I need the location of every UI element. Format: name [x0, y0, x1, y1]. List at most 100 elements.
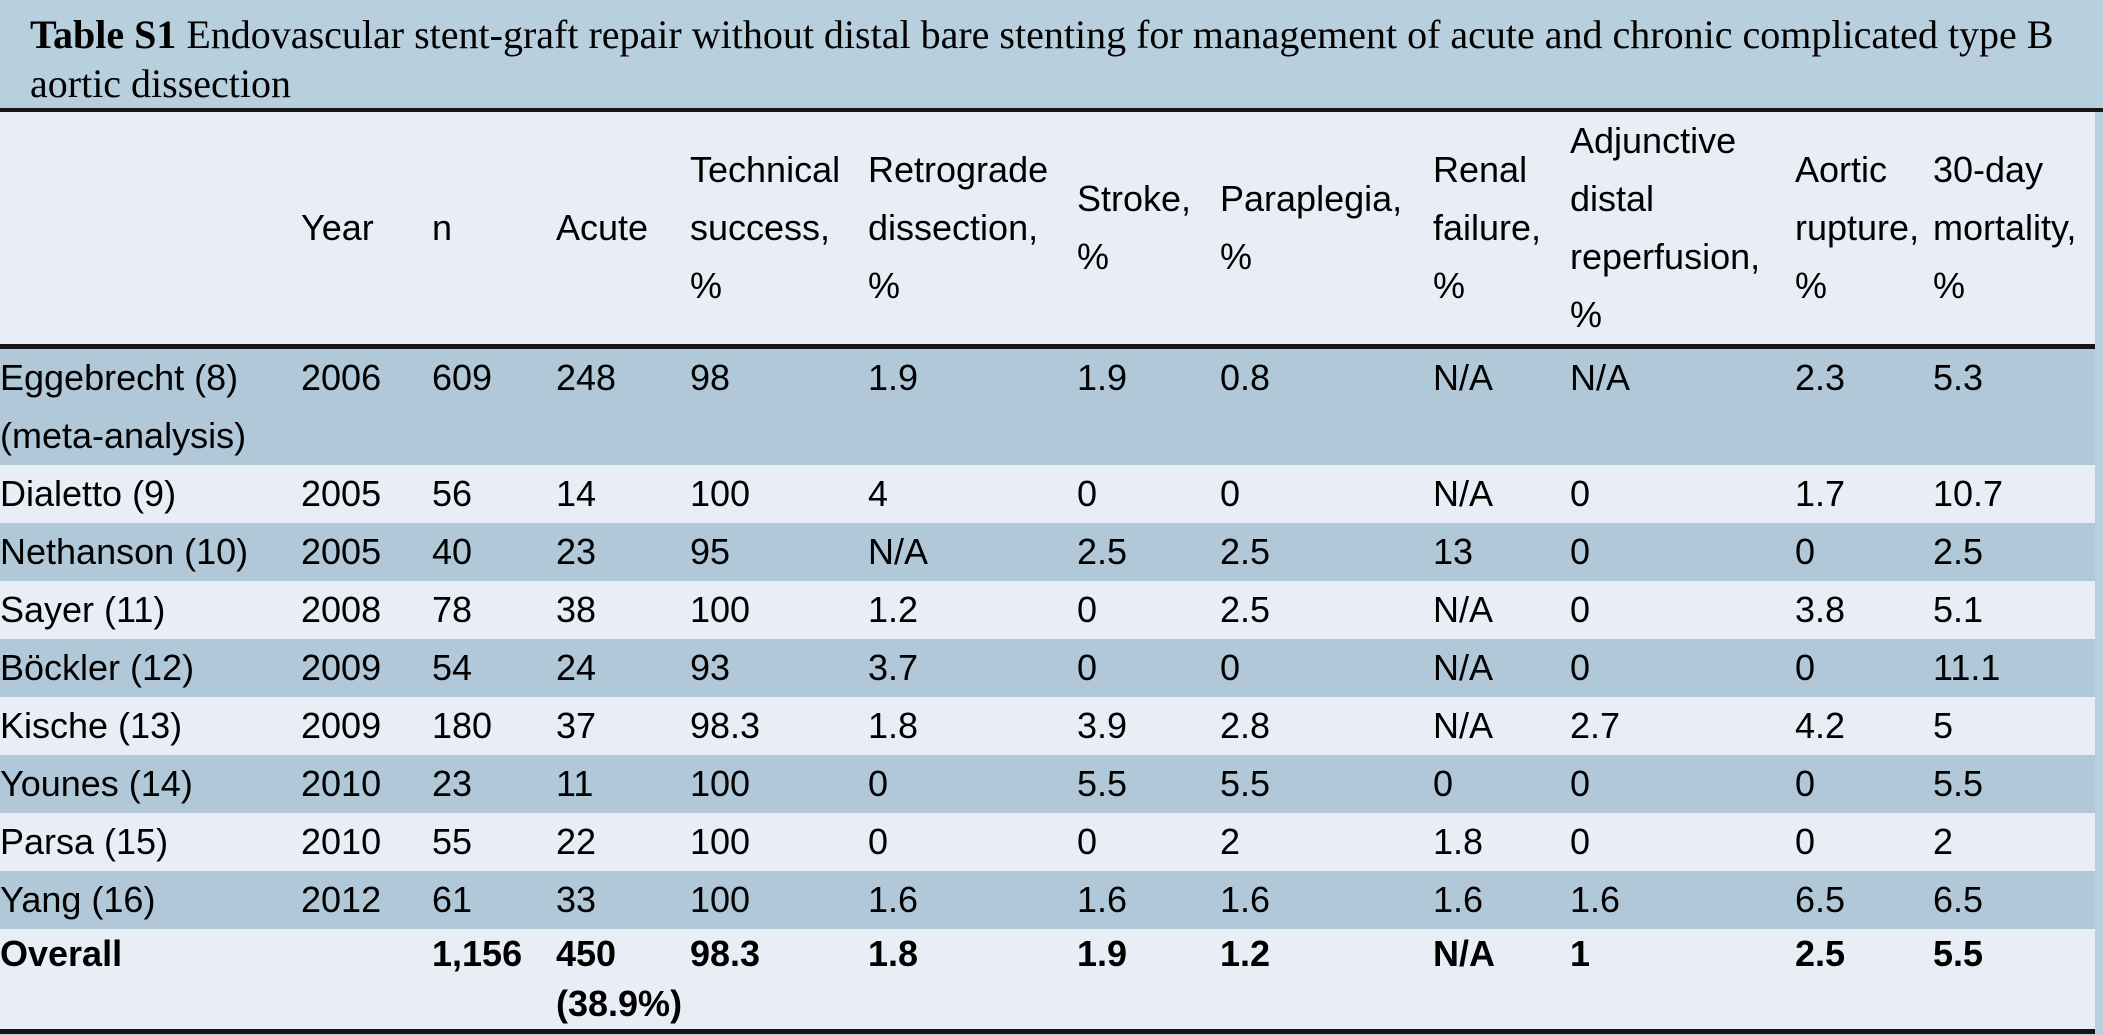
cell-acute: 23	[556, 523, 690, 581]
cell-n: 55	[432, 813, 556, 871]
cell-study: Yang (16)	[0, 871, 301, 929]
cell-adjunctive_distal_reperfusion: 0	[1570, 813, 1795, 871]
cell-adjunctive_distal_reperfusion: 1	[1570, 929, 1795, 1034]
cell-year	[301, 929, 432, 1034]
cell-stroke: 1.9	[1077, 346, 1220, 465]
cell-stroke: 1.9	[1077, 929, 1220, 1034]
cell-year: 2010	[301, 813, 432, 871]
table-row-study-1: Eggebrecht (8) (meta-analysis) 2006 609 248…	[0, 346, 2095, 465]
column-header-year: Year	[301, 112, 432, 349]
table-row-overall: Overall 1,156 450 (38.9%) 98.3 1.8 1.9 1.2 N/A 1…	[0, 929, 2095, 1034]
cell-mortality_30day: 5	[1933, 697, 2095, 755]
table-caption: Table S1 Endovascular stent-graft repair…	[0, 0, 2103, 112]
cell-technical_success: 98	[690, 346, 868, 465]
cell-aortic_rupture: 3.8	[1795, 581, 1933, 639]
cell-aortic_rupture: 0	[1795, 639, 1933, 697]
column-header-acute: Acute	[556, 112, 690, 349]
cell-technical_success: 95	[690, 523, 868, 581]
cell-year: 2010	[301, 755, 432, 813]
cell-acute: 450 (38.9%)	[556, 929, 690, 1034]
cell-aortic_rupture: 0	[1795, 813, 1933, 871]
cell-n: 180	[432, 697, 556, 755]
cell-paraplegia: 2.8	[1220, 697, 1433, 755]
caption-text: Endovascular stent-graft repair without …	[30, 12, 2054, 106]
cell-renal_failure: N/A	[1433, 929, 1570, 1034]
cell-technical_success: 93	[690, 639, 868, 697]
cell-paraplegia: 0.8	[1220, 346, 1433, 465]
cell-study: Böckler (12)	[0, 639, 301, 697]
cell-paraplegia: 2.5	[1220, 581, 1433, 639]
cell-stroke: 1.6	[1077, 871, 1220, 929]
cell-mortality_30day: 5.5	[1933, 929, 2095, 1034]
cell-adjunctive_distal_reperfusion: 0	[1570, 465, 1795, 523]
cell-study: Sayer (11)	[0, 581, 301, 639]
cell-aortic_rupture: 2.5	[1795, 929, 1933, 1034]
cell-aortic_rupture: 2.3	[1795, 346, 1933, 465]
cell-study: Younes (14)	[0, 755, 301, 813]
cell-acute: 22	[556, 813, 690, 871]
table-body: Eggebrecht (8) (meta-analysis) 2006 609 248…	[0, 346, 2095, 1034]
cell-technical_success: 100	[690, 755, 868, 813]
cell-adjunctive_distal_reperfusion: 0	[1570, 581, 1795, 639]
cell-technical_success: 100	[690, 871, 868, 929]
column-header-paraplegia: Paraplegia, %	[1220, 112, 1433, 349]
cell-stroke: 3.9	[1077, 697, 1220, 755]
cell-year: 2005	[301, 465, 432, 523]
cell-mortality_30day: 11.1	[1933, 639, 2095, 697]
table-row-study-9: Yang (16) 2012 61 33 100 1.6 1.6 1.6 1.6 1.6 6.5 6.…	[0, 871, 2095, 929]
cell-stroke: 5.5	[1077, 755, 1220, 813]
cell-renal_failure: N/A	[1433, 697, 1570, 755]
cell-retrograde_dissection: 1.8	[868, 697, 1077, 755]
cell-adjunctive_distal_reperfusion: 0	[1570, 755, 1795, 813]
cell-aortic_rupture: 6.5	[1795, 871, 1933, 929]
cell-retrograde_dissection: 1.2	[868, 581, 1077, 639]
cell-retrograde_dissection: 3.7	[868, 639, 1077, 697]
cell-year: 2008	[301, 581, 432, 639]
column-header-study	[0, 112, 301, 349]
cell-mortality_30day: 2	[1933, 813, 2095, 871]
cell-technical_success: 100	[690, 465, 868, 523]
cell-aortic_rupture: 4.2	[1795, 697, 1933, 755]
cell-paraplegia: 2.5	[1220, 523, 1433, 581]
cell-renal_failure: 1.6	[1433, 871, 1570, 929]
cell-paraplegia: 0	[1220, 465, 1433, 523]
cell-study: Nethanson (10)	[0, 523, 301, 581]
cell-adjunctive_distal_reperfusion: 2.7	[1570, 697, 1795, 755]
cell-paraplegia: 2	[1220, 813, 1433, 871]
column-header-renal_failure: Renal failure, %	[1433, 112, 1570, 349]
cell-year: 2012	[301, 871, 432, 929]
cell-adjunctive_distal_reperfusion: 0	[1570, 639, 1795, 697]
cell-technical_success: 100	[690, 813, 868, 871]
cell-adjunctive_distal_reperfusion: 0	[1570, 523, 1795, 581]
cell-acute: 14	[556, 465, 690, 523]
cell-acute: 33	[556, 871, 690, 929]
column-header-n: n	[432, 112, 556, 349]
cell-mortality_30day: 5.3	[1933, 346, 2095, 465]
cell-adjunctive_distal_reperfusion: 1.6	[1570, 871, 1795, 929]
cell-paraplegia: 1.6	[1220, 871, 1433, 929]
cell-aortic_rupture: 0	[1795, 755, 1933, 813]
cell-acute: 248	[556, 346, 690, 465]
cell-acute: 24	[556, 639, 690, 697]
cell-paraplegia: 1.2	[1220, 929, 1433, 1034]
cell-stroke: 0	[1077, 465, 1220, 523]
study-results-table: Year n Acute Technical success, % Retrograde…	[0, 112, 2095, 1034]
cell-n: 56	[432, 465, 556, 523]
cell-n: 609	[432, 346, 556, 465]
column-header-technical_success: Technical success, %	[690, 112, 868, 349]
cell-study: Overall	[0, 929, 301, 1034]
cell-renal_failure: N/A	[1433, 581, 1570, 639]
cell-renal_failure: N/A	[1433, 346, 1570, 465]
cell-renal_failure: 1.8	[1433, 813, 1570, 871]
cell-retrograde_dissection: N/A	[868, 523, 1077, 581]
header-row: Year n Acute Technical success, % Retrograde…	[0, 112, 2095, 349]
table-number-label: Table S1	[30, 12, 177, 57]
cell-mortality_30day: 2.5	[1933, 523, 2095, 581]
column-header-retrograde_dissection: Retrograde dissection, %	[868, 112, 1077, 349]
table-row-study-2: Dialetto (9) 2005 56 14 100 4 0 0 N/A 0 1.7 10.7	[0, 465, 2095, 523]
cell-technical_success: 98.3	[690, 929, 868, 1034]
cell-technical_success: 100	[690, 581, 868, 639]
table-row-study-7: Younes (14) 2010 23 11 100 0 5.5 5.5 0 0 0 5.5	[0, 755, 2095, 813]
cell-retrograde_dissection: 1.9	[868, 346, 1077, 465]
cell-acute: 38	[556, 581, 690, 639]
